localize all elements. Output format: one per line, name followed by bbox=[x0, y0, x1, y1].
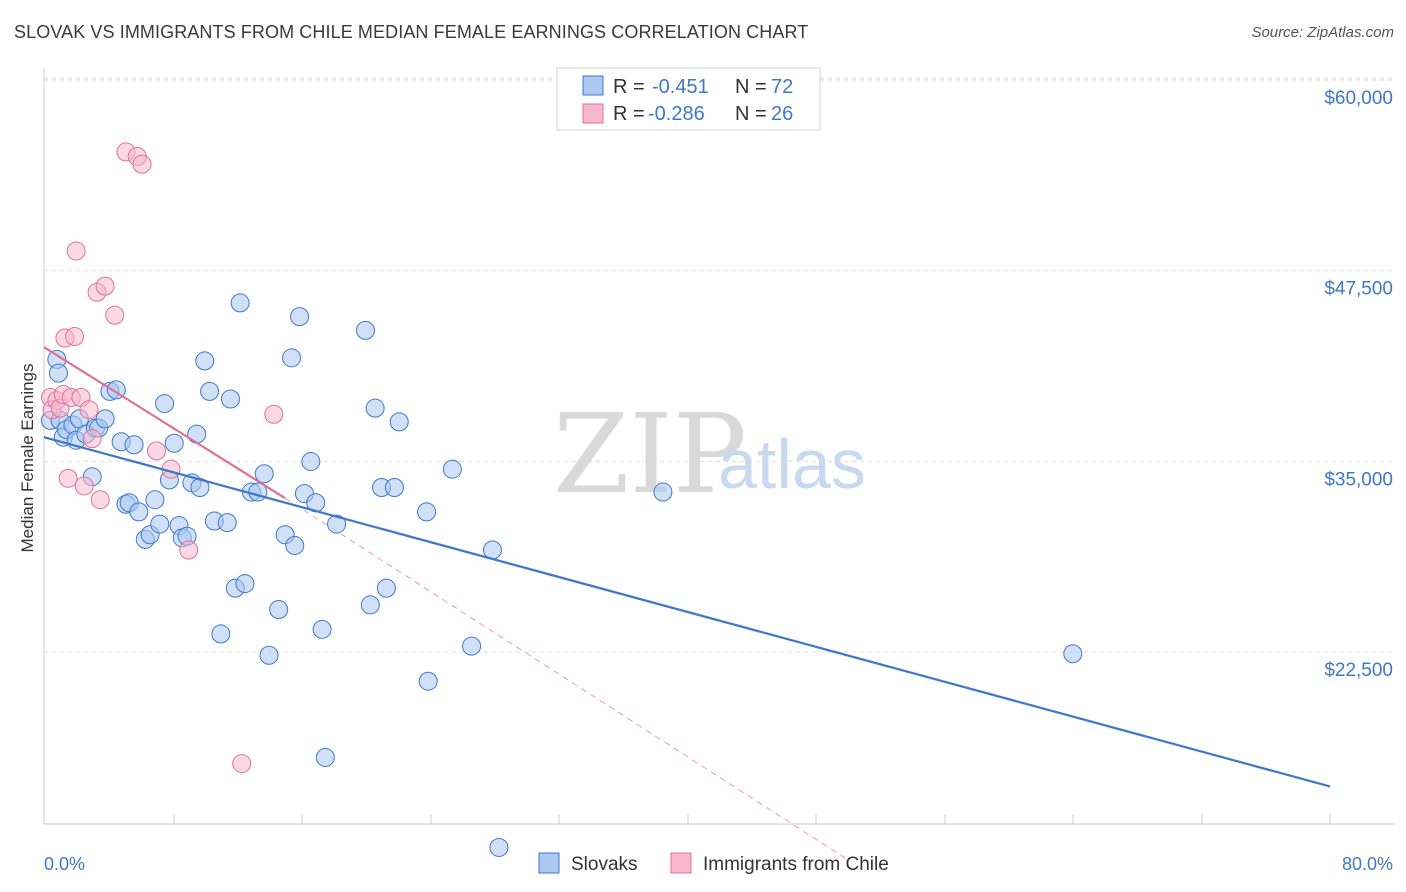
slovaks-point bbox=[211, 624, 231, 644]
slovaks-point bbox=[301, 452, 321, 472]
y-tick-label: $47,500 bbox=[1324, 279, 1393, 300]
source-label: Source: ZipAtlas.com bbox=[1251, 24, 1394, 41]
slovaks-point bbox=[235, 574, 255, 594]
slovaks-point bbox=[187, 424, 207, 444]
slovaks-point bbox=[95, 409, 115, 429]
chart-title: SLOVAK VS IMMIGRANTS FROM CHILE MEDIAN F… bbox=[14, 22, 809, 42]
chile-trend-extension bbox=[284, 497, 849, 861]
bottom-legend-slovaks: Slovaks bbox=[571, 854, 638, 875]
chile-point bbox=[90, 490, 110, 510]
slovaks-point bbox=[312, 619, 332, 639]
legend-n-value-2: 26 bbox=[771, 103, 793, 125]
slovaks-point bbox=[129, 502, 149, 522]
x-tick-label-max: 80.0% bbox=[1342, 854, 1393, 874]
chile-point bbox=[179, 540, 199, 560]
slovaks-point bbox=[217, 513, 237, 533]
y-tick-label: $35,000 bbox=[1324, 469, 1393, 490]
chile-point bbox=[232, 754, 252, 774]
chile-point bbox=[79, 400, 99, 420]
watermark-atlas: atlas bbox=[718, 425, 866, 503]
x-tick-label-min: 0.0% bbox=[44, 854, 85, 874]
slovaks-point bbox=[418, 671, 438, 691]
slovaks-point bbox=[155, 394, 175, 414]
y-tick-labels: $22,500 $35,000 $47,500 $60,000 bbox=[1324, 88, 1393, 681]
y-tick-label: $60,000 bbox=[1324, 88, 1393, 109]
slovaks-point bbox=[653, 482, 673, 502]
slovaks-point bbox=[254, 464, 274, 484]
legend-r-value-2: -0.286 bbox=[648, 103, 705, 125]
chile-point bbox=[82, 429, 102, 449]
slovaks-trend-line bbox=[43, 436, 1331, 788]
legend-swatch-chile bbox=[582, 103, 604, 124]
trend-lines bbox=[284, 497, 849, 861]
y-tick-label: $22,500 bbox=[1324, 660, 1393, 681]
slovaks-point bbox=[150, 514, 170, 534]
slovaks-point bbox=[327, 514, 347, 534]
bottom-legend: Slovaks Immigrants from Chile bbox=[538, 852, 889, 875]
chile-point bbox=[264, 404, 284, 424]
legend-n-value-1: 72 bbox=[771, 76, 793, 98]
chile-point bbox=[65, 326, 85, 346]
slovaks-point bbox=[384, 477, 404, 497]
slovaks-point bbox=[376, 578, 396, 598]
bottom-legend-swatch-chile bbox=[670, 852, 692, 874]
data-points bbox=[40, 142, 1331, 857]
chile-point bbox=[147, 441, 167, 461]
chile-trend-line bbox=[43, 346, 286, 500]
slovaks-point bbox=[195, 351, 215, 371]
slovaks-point bbox=[259, 645, 279, 665]
bottom-legend-swatch-slovaks bbox=[538, 852, 560, 874]
slovaks-point bbox=[200, 381, 220, 401]
slovaks-point bbox=[285, 535, 305, 555]
watermark: ZIP atlas bbox=[553, 390, 866, 518]
slovaks-point bbox=[442, 459, 462, 479]
legend-r-label-2: R = bbox=[613, 103, 645, 125]
slovaks-point bbox=[230, 293, 250, 313]
legend-r-label-1: R = bbox=[613, 76, 645, 98]
watermark-zip: ZIP bbox=[553, 390, 747, 518]
slovaks-point bbox=[290, 307, 310, 327]
chile-point bbox=[95, 276, 115, 296]
legend-n-label-2: N = bbox=[735, 103, 767, 125]
grid-lines bbox=[44, 77, 1395, 653]
slovaks-point bbox=[315, 747, 335, 767]
legend-box: R = -0.451 N = 72 R = -0.286 N = 26 bbox=[556, 67, 821, 131]
legend-swatch-slovaks bbox=[582, 75, 604, 96]
slovaks-point bbox=[417, 502, 437, 522]
slovaks-point bbox=[145, 490, 165, 510]
x-tick-marks bbox=[43, 814, 1331, 824]
slovaks-point bbox=[48, 363, 68, 383]
slovaks-point bbox=[489, 837, 509, 857]
slovaks-point bbox=[356, 320, 375, 340]
y-axis-label: Median Female Earnings bbox=[18, 364, 37, 553]
legend-r-value-1: -0.451 bbox=[652, 76, 709, 98]
bottom-legend-chile: Immigrants from Chile bbox=[703, 854, 889, 875]
legend-n-label-1: N = bbox=[735, 76, 767, 98]
slovaks-point bbox=[1063, 644, 1083, 664]
slovaks-point bbox=[462, 636, 482, 656]
slovaks-point bbox=[269, 600, 289, 620]
slovaks-point bbox=[220, 389, 240, 409]
slovaks-point bbox=[164, 433, 184, 453]
chile-point bbox=[105, 305, 125, 325]
slovaks-point bbox=[365, 398, 385, 418]
slovaks-point bbox=[124, 435, 144, 455]
chile-point bbox=[58, 468, 78, 488]
chile-point bbox=[74, 476, 94, 496]
chile-point bbox=[66, 241, 86, 261]
slovaks-point bbox=[389, 412, 409, 432]
slovaks-point bbox=[360, 595, 380, 615]
slovaks-point bbox=[282, 348, 302, 368]
chile-point bbox=[132, 154, 152, 174]
